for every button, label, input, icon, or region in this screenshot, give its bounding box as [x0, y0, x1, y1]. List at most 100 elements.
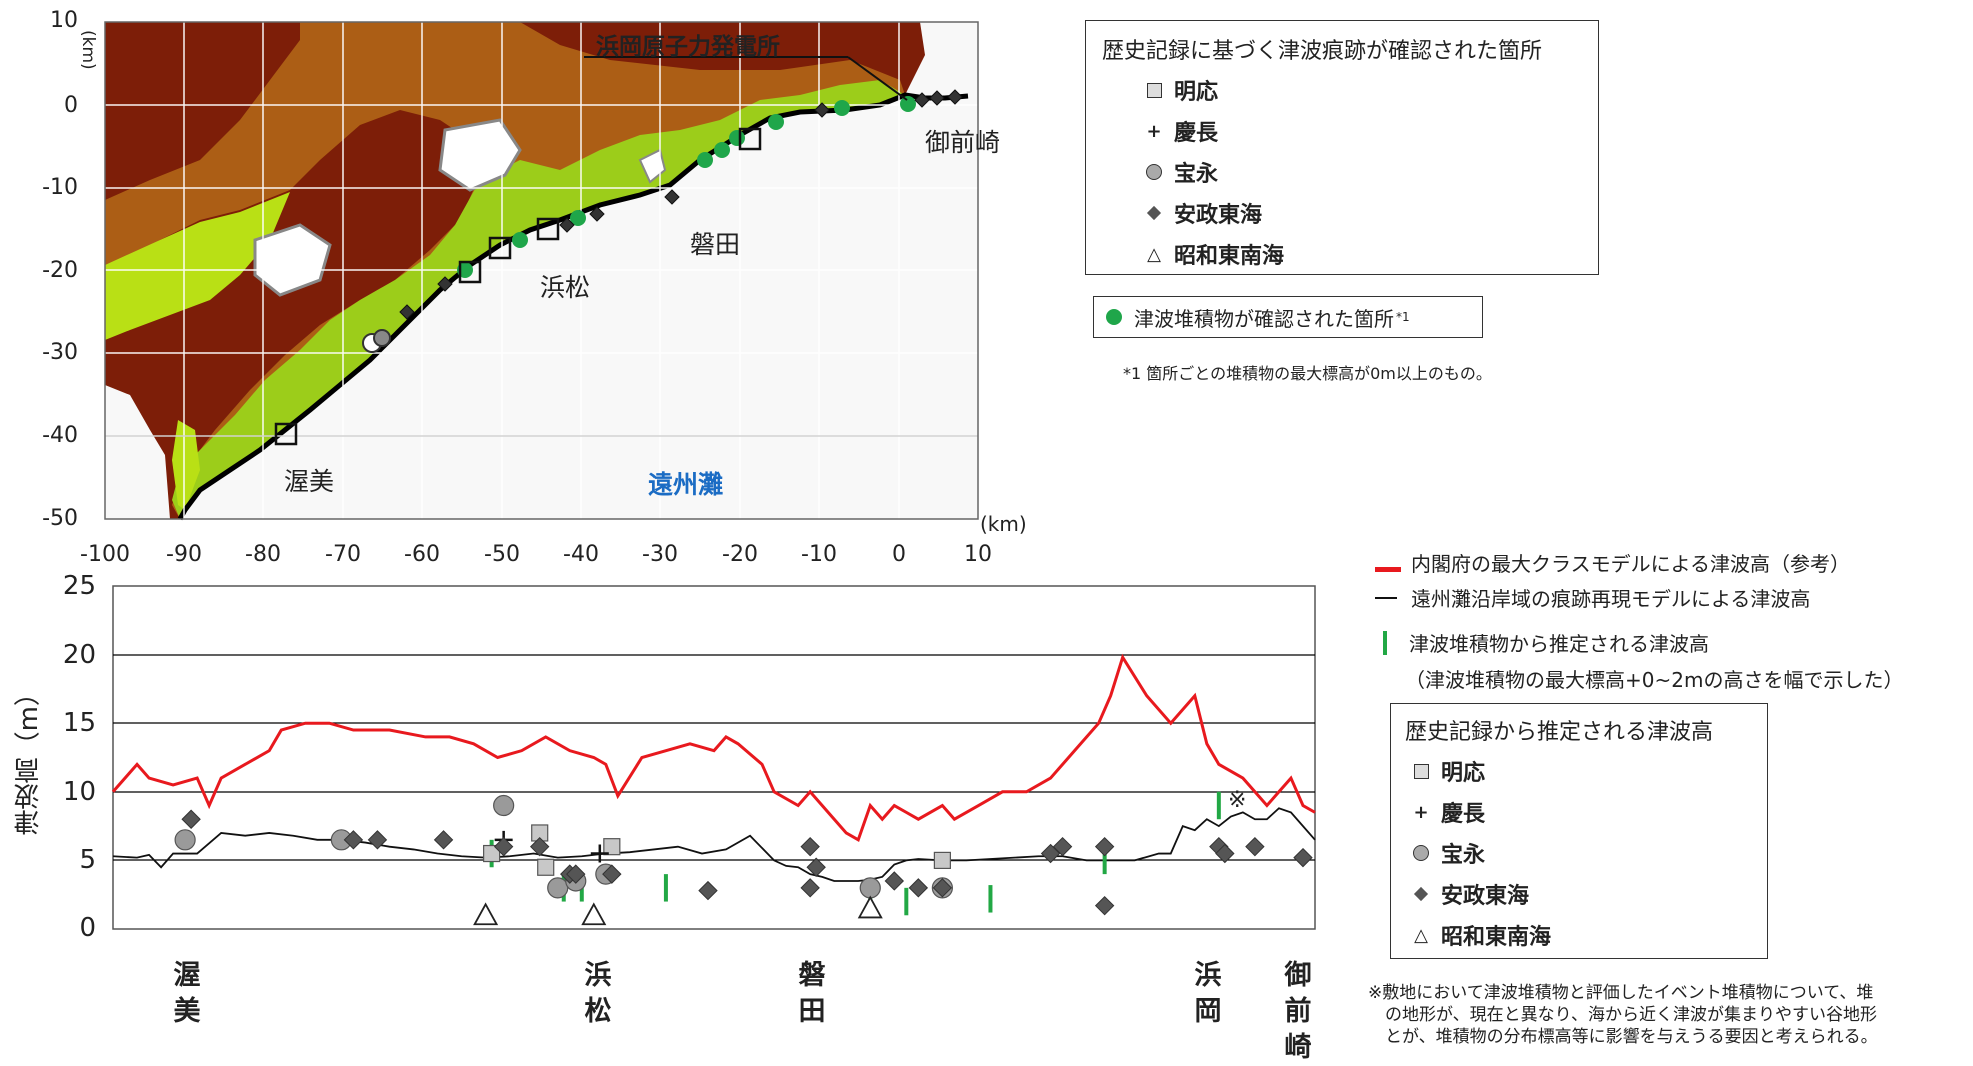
map-frame: [104, 21, 979, 520]
black-line-legend: 遠州灘沿岸域の痕跡再現モデルによる津波高: [1375, 583, 1810, 612]
chart-x-label-iwata: 磐田: [798, 960, 826, 1027]
green-bar-legend: 津波堆積物から推定される津波高: [1383, 628, 1709, 657]
chart-legend-title: 歴史記録から推定される津波高: [1405, 720, 1714, 745]
chart-y-tick: 20: [62, 640, 96, 670]
circle-icon: [1144, 162, 1164, 182]
map-x-tick: -60: [404, 542, 440, 567]
place-label-hamamatsu: 浜松: [540, 273, 591, 302]
black-line-label: 遠州灘沿岸域の痕跡再現モデルによる津波高: [1411, 587, 1811, 611]
ansei-tokai-marker: [343, 830, 364, 850]
map-x-tick: -100: [80, 542, 130, 567]
chart-y-label: 津波高（m）: [14, 680, 44, 836]
map-x-tick: -80: [245, 542, 281, 567]
footnote: *1 箇所ごとの堆積物の最大標高が0m以上のもの。: [1123, 364, 1492, 383]
map-legend-item: 宝永: [1144, 156, 1582, 188]
green-bar-swatch: [1383, 630, 1387, 655]
triangle-icon: △: [1414, 924, 1428, 946]
map-x-tick: -90: [166, 542, 202, 567]
hoei-marker: [493, 794, 515, 817]
map-y-tick: -20: [42, 258, 78, 283]
map-y-tick: 10: [50, 8, 78, 33]
ansei-tokai-marker: [566, 864, 586, 884]
ansei-tokai-marker: [1094, 836, 1115, 857]
ansei-tokai-marker: [1094, 895, 1115, 916]
deposit-legend: 津波堆積物が確認された箇所 *1: [1093, 296, 1483, 338]
map-legend: 歴史記録に基づく津波痕跡が確認された箇所 明応 + 慶長 宝永 安政東海 △ 昭和東…: [1085, 20, 1599, 275]
meio-marker: [537, 858, 555, 876]
deposit-markers: [457, 96, 916, 278]
chart-y-tick: 15: [62, 708, 96, 738]
chart-legend-item: 明応: [1411, 755, 1753, 787]
ansei-tokai-marker: [493, 836, 514, 857]
map-markers: [274, 89, 963, 446]
place-label-omaezaki: 御前崎: [925, 128, 1001, 157]
ansei-tokai-marker: [1040, 843, 1061, 864]
square-icon: [1411, 761, 1431, 781]
chart-x-label-atsumi: 渥美: [173, 960, 201, 1027]
ansei-tokai-marker: [800, 878, 820, 898]
map-x-tick: -20: [722, 542, 758, 567]
map-legend-item: 明応: [1144, 74, 1582, 106]
ansei-tokai-marker: [433, 830, 454, 850]
ansei-tokai-marker: [367, 830, 388, 850]
keicho-marker: [590, 844, 609, 863]
place-label-atsumi: 渥美: [284, 467, 335, 496]
map-y-tick: 0: [64, 93, 78, 118]
red-line-series: [111, 653, 1316, 843]
map-y-tick: -10: [42, 175, 78, 200]
chart-legend-box: 歴史記録から推定される津波高 明応 + 慶長 宝永 安政東海 △ 昭和東南海: [1390, 703, 1768, 959]
map-x-tick: -10: [801, 542, 837, 567]
plot-frame: [112, 585, 1316, 930]
chart-y-tick: 5: [79, 845, 96, 875]
map-x-tick: 0: [892, 542, 906, 567]
map-legend-item: + 慶長: [1144, 115, 1582, 147]
map-x-tick: 10: [964, 542, 992, 567]
place-label-iwata: 磐田: [690, 230, 741, 259]
ansei-tokai-marker: [884, 871, 905, 891]
map-legend-item: 安政東海: [1144, 197, 1582, 229]
map-y-tick: -30: [42, 340, 78, 365]
remark-mark: ※: [1228, 788, 1247, 813]
showa-tonankai-marker: [857, 895, 883, 919]
series-layer: [111, 653, 1316, 926]
meio-marker: [933, 851, 951, 870]
showa-tonankai-marker: [581, 902, 607, 926]
remark-line: の地形が、現在と異なり、海から近く津波が集まりやすい谷地形: [1368, 1005, 1877, 1025]
red-line-legend: 内閣府の最大クラスモデルによる津波高（参考）: [1375, 548, 1850, 577]
chart-x-label-hamaoka: 浜岡: [1194, 960, 1222, 1027]
meio-marker: [483, 844, 501, 863]
black-line-swatch: [1375, 596, 1397, 599]
ansei-tokai-marker: [806, 857, 826, 877]
meio-marker: [603, 838, 621, 856]
map-x-tick: -40: [563, 542, 599, 567]
square-icon: [1144, 80, 1164, 100]
plus-icon: +: [1413, 801, 1429, 823]
ansei-tokai-marker: [530, 836, 550, 857]
ansei-tokai-marker: [932, 878, 953, 898]
triangle-icon: △: [1147, 243, 1161, 265]
ansei-tokai-marker: [908, 878, 929, 898]
sea-label: 遠州灘: [648, 470, 724, 499]
map-legend-item: △ 昭和東南海: [1144, 238, 1582, 270]
red-line-swatch: [1375, 567, 1401, 572]
chart-legend-item: △ 昭和東南海: [1411, 919, 1753, 951]
map-x-tick: -70: [325, 542, 361, 567]
showa-tonankai-marker: [473, 902, 499, 926]
ansei-tokai-marker: [1293, 847, 1313, 868]
plant-label: 浜岡原子力発電所: [596, 34, 780, 60]
ansei-tokai-marker: [1052, 836, 1073, 857]
ansei-tokai-marker: [602, 864, 622, 884]
ansei-tokai-marker: [1245, 836, 1265, 857]
ansei-tokai-marker: [800, 836, 820, 857]
remark-line: とが、堆積物の分布標高等に影響を与えうる要因と考えられる。: [1368, 1027, 1878, 1047]
diamond-icon: [1144, 203, 1164, 223]
chart-x-label-hamamatsu: 浜松: [584, 960, 612, 1027]
ansei-tokai-marker: [1215, 843, 1235, 864]
map-x-unit: (km): [980, 512, 1027, 536]
chart-y-tick: 25: [62, 571, 96, 601]
remark-line: ※敷地において津波堆積物と評価したイベント堆積物について、堆: [1368, 983, 1874, 1003]
map-y-tick: -40: [42, 423, 78, 448]
map-y-unit: (km): [78, 30, 98, 70]
chart-legend-item: 安政東海: [1411, 878, 1753, 910]
hoei-marker: [174, 829, 196, 851]
